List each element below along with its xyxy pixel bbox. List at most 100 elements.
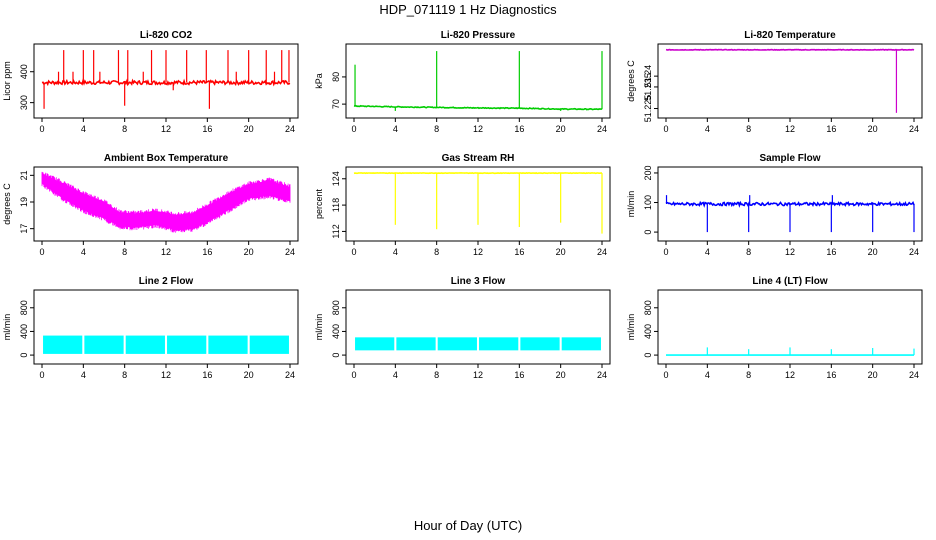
- x-tick-label: 4: [81, 124, 86, 134]
- chart-title: Line 3 Flow: [451, 276, 506, 287]
- x-tick-label: 16: [202, 124, 212, 134]
- plot-area: [666, 347, 915, 356]
- y-tick-label: 0: [643, 353, 653, 358]
- x-tick-label: 24: [285, 247, 295, 257]
- x-tick-label: 8: [122, 247, 127, 257]
- y-tick-label: 70: [331, 99, 341, 109]
- y-axis-label: degrees C: [2, 183, 12, 225]
- chart-sampleflow: Sample Flow ml/min 0 4 8 12 16 20 24 0 100 200: [626, 153, 923, 257]
- x-tick-label: 24: [909, 370, 919, 380]
- y-tick-label: 80: [331, 72, 341, 82]
- plot-area: [665, 195, 915, 233]
- x-tick-label: 20: [556, 247, 566, 257]
- x-tick-label: 16: [514, 370, 524, 380]
- x-tick-label: 8: [122, 370, 127, 380]
- x-tick-label: 4: [393, 370, 398, 380]
- plot-area: [43, 335, 289, 354]
- x-tick-label: 20: [868, 124, 878, 134]
- x-tick-label: 8: [746, 124, 751, 134]
- x-tick-label: 24: [597, 247, 607, 257]
- x-tick-label: 0: [39, 247, 44, 257]
- x-tick-label: 0: [663, 247, 668, 257]
- x-tick-label: 0: [351, 370, 356, 380]
- x-tick-label: 20: [244, 370, 254, 380]
- x-tick-label: 8: [746, 370, 751, 380]
- x-tick-label: 4: [705, 247, 710, 257]
- x-tick-label: 12: [473, 247, 483, 257]
- plot-area: [355, 337, 601, 351]
- band-segment: [249, 335, 289, 354]
- x-tick-label: 24: [285, 370, 295, 380]
- x-tick-label: 4: [81, 247, 86, 257]
- chart-title: Li-820 Temperature: [744, 30, 836, 41]
- x-axis-title: Hour of Day (UTC): [413, 518, 523, 533]
- chart-rh: Gas Stream RH percent 0 4 8 12 16 20 24 112 118 124: [314, 153, 611, 257]
- x-tick-label: 16: [826, 124, 836, 134]
- x-tick-label: 0: [351, 124, 356, 134]
- chart-title: Gas Stream RH: [442, 153, 515, 164]
- y-tick-label: 51.235: [643, 73, 653, 101]
- series-line: [353, 104, 603, 111]
- y-tick-label: 400: [331, 324, 341, 339]
- x-tick-label: 0: [39, 370, 44, 380]
- y-axis-label: degrees C: [626, 60, 636, 102]
- band-segment: [479, 337, 519, 351]
- x-tick-label: 8: [122, 124, 127, 134]
- y-tick-label: 19: [19, 197, 29, 207]
- y-tick-label: 112: [331, 224, 341, 238]
- x-tick-label: 0: [351, 247, 356, 257]
- chart-li820temp: Li-820 Temperature degrees C 0 4 8 12 16 20 24 51…: [626, 30, 923, 134]
- x-tick-label: 8: [746, 247, 751, 257]
- y-tick-label: 0: [19, 353, 29, 358]
- x-tick-label: 20: [868, 370, 878, 380]
- chart-title: Line 2 Flow: [139, 276, 194, 287]
- plot-area: [353, 172, 603, 234]
- x-tick-label: 12: [473, 124, 483, 134]
- y-tick-label: 200: [643, 165, 653, 180]
- x-tick-label: 16: [826, 247, 836, 257]
- chart-line3: Line 3 Flow ml/min 0 4 8 12 16 20 24 0 400 800: [314, 276, 611, 380]
- x-tick-label: 20: [556, 370, 566, 380]
- band-segment: [520, 337, 560, 351]
- x-tick-label: 20: [868, 247, 878, 257]
- x-tick-label: 16: [826, 370, 836, 380]
- chart-title: Li-820 Pressure: [441, 30, 516, 41]
- band-segment: [396, 337, 436, 351]
- x-tick-label: 4: [705, 370, 710, 380]
- y-axis-label: kPa: [314, 73, 324, 89]
- chart-pressure: Li-820 Pressure kPa 0 4 8 12 16 20 24 70 80: [314, 30, 611, 134]
- y-tick-label: 400: [19, 64, 29, 79]
- plot-area: [41, 171, 291, 233]
- y-tick-label: 118: [331, 198, 341, 212]
- y-tick-label: 17: [19, 224, 29, 234]
- y-tick-label: 124: [331, 171, 341, 186]
- x-tick-label: 12: [161, 247, 171, 257]
- x-tick-label: 16: [514, 124, 524, 134]
- x-tick-label: 12: [785, 370, 795, 380]
- band-segment: [355, 337, 395, 351]
- x-tick-label: 4: [393, 124, 398, 134]
- x-tick-label: 8: [434, 370, 439, 380]
- y-tick-label: 100: [643, 195, 653, 210]
- chart-title: Ambient Box Temperature: [104, 153, 229, 164]
- x-tick-label: 4: [393, 247, 398, 257]
- y-tick-label: 51.225: [643, 95, 653, 123]
- y-tick-label: 0: [643, 230, 653, 235]
- x-tick-label: 4: [81, 370, 86, 380]
- y-tick-label: 800: [643, 300, 653, 315]
- y-tick-label: 0: [331, 353, 341, 358]
- x-tick-label: 0: [663, 124, 668, 134]
- y-tick-label: 21: [19, 170, 29, 180]
- band-segment: [437, 337, 477, 351]
- x-tick-label: 12: [161, 124, 171, 134]
- x-tick-label: 0: [39, 124, 44, 134]
- x-tick-label: 0: [663, 370, 668, 380]
- plot-frame: [657, 43, 923, 119]
- x-tick-label: 16: [202, 370, 212, 380]
- band-segment: [561, 337, 601, 351]
- x-tick-label: 12: [473, 370, 483, 380]
- plot-area: [665, 48, 915, 113]
- page-title: HDP_071119 1 Hz Diagnostics: [379, 2, 557, 17]
- x-tick-label: 24: [285, 124, 295, 134]
